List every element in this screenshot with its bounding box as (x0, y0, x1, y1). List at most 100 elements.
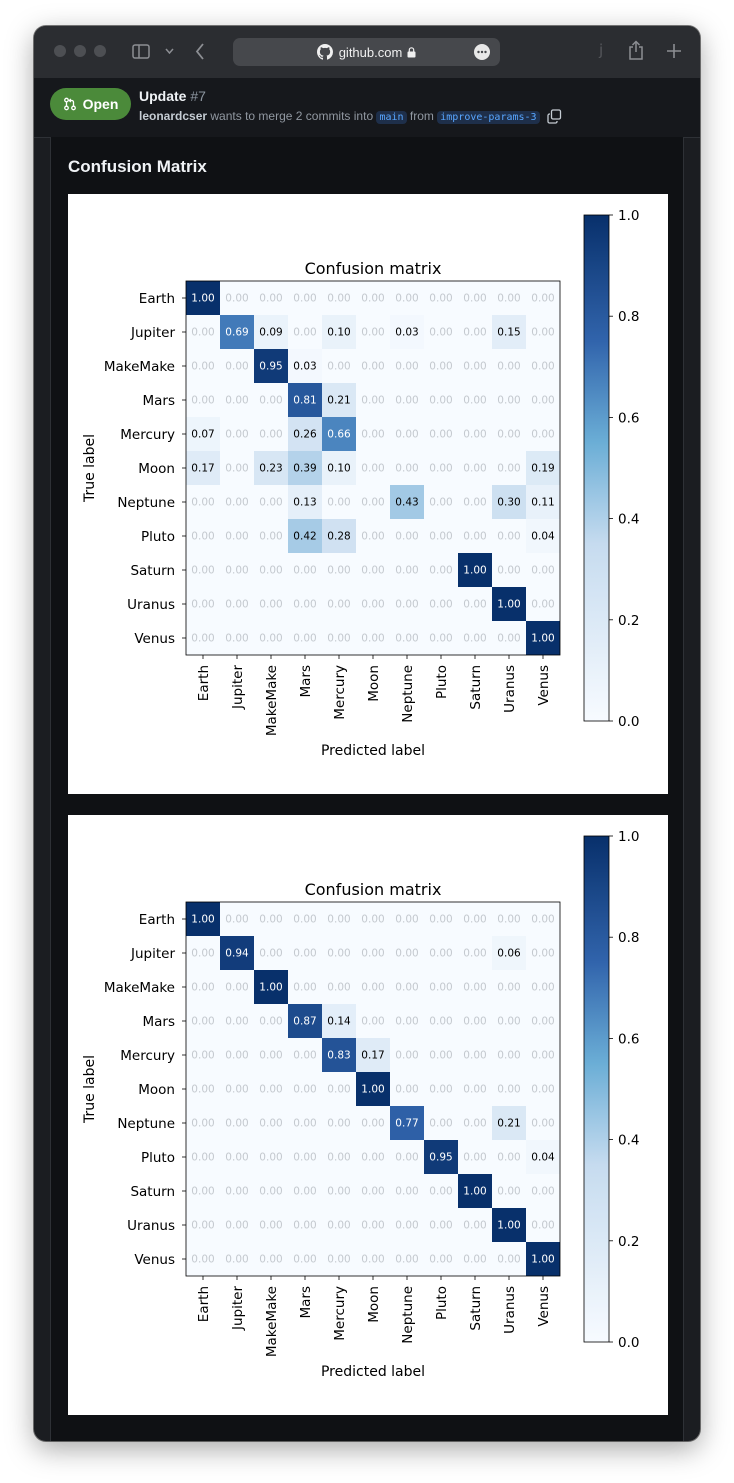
cell-value-label: 0.00 (463, 948, 486, 960)
cell-value-label: 0.03 (293, 361, 316, 373)
chevron-down-icon[interactable] (165, 48, 174, 54)
cell-value-label: 0.00 (429, 1254, 452, 1266)
base-branch[interactable]: main (376, 111, 407, 124)
cell-value-label: 0.17 (191, 463, 214, 475)
cell-value-label: 1.00 (497, 1220, 520, 1232)
cell-value-label: 0.00 (361, 1016, 384, 1028)
heatmap-cell (356, 1208, 390, 1242)
cell-value-label: 0.00 (497, 1186, 520, 1198)
heatmap-cell (254, 315, 288, 349)
heatmap-cell (288, 970, 322, 1004)
heatmap-cell (458, 553, 492, 587)
y-tick-label: Earth (139, 291, 175, 307)
cell-value-label: 0.00 (463, 1016, 486, 1028)
address-bar[interactable]: github.com (233, 38, 500, 66)
heatmap-cell (254, 1242, 288, 1276)
cell-value-label: 0.00 (531, 361, 554, 373)
close-window-button[interactable] (54, 45, 66, 57)
heatmap-cell (220, 1038, 254, 1072)
cell-value-label: 0.00 (429, 565, 452, 577)
sidebar-icon[interactable] (132, 44, 150, 59)
heatmap-cell (254, 451, 288, 485)
heatmap-cell (424, 1004, 458, 1038)
cell-value-label: 0.00 (225, 395, 248, 407)
heatmap-cell (390, 1072, 424, 1106)
cell-value-label: 0.00 (293, 1118, 316, 1130)
heatmap-cell (322, 417, 356, 451)
heatmap-cell (424, 1242, 458, 1276)
heatmap-cell (220, 519, 254, 553)
heatmap-cell (492, 383, 526, 417)
cell-value-label: 0.00 (429, 463, 452, 475)
heatmap-cell (220, 621, 254, 655)
cell-value-label: 0.00 (191, 531, 214, 543)
x-tick-label: Uranus (502, 665, 518, 713)
cell-value-label: 0.00 (191, 1254, 214, 1266)
heatmap-cell (526, 281, 560, 315)
cell-value-label: 0.00 (225, 1050, 248, 1062)
cell-value-label: 0.00 (497, 982, 520, 994)
heatmap-cell (492, 936, 526, 970)
heatmap-cell (288, 936, 322, 970)
x-axis-label: Predicted label (321, 743, 425, 759)
heatmap-cell (424, 383, 458, 417)
cell-value-label: 0.28 (327, 531, 350, 543)
heatmap-cell (322, 1072, 356, 1106)
minimize-window-button[interactable] (74, 45, 86, 57)
cell-value-label: 0.00 (395, 531, 418, 543)
cell-value-label: 0.00 (293, 1084, 316, 1096)
heatmap-cell (220, 485, 254, 519)
heatmap-cell (220, 1004, 254, 1038)
cell-value-label: 0.30 (497, 497, 520, 509)
share-icon[interactable] (628, 40, 644, 60)
zoom-window-button[interactable] (94, 45, 106, 57)
pr-author[interactable]: leonardcser (139, 109, 208, 123)
heatmap-cell (526, 1106, 560, 1140)
heatmap-cell (390, 902, 424, 936)
heatmap-cell (390, 485, 424, 519)
cell-value-label: 0.95 (259, 361, 282, 373)
heatmap-cell (288, 1106, 322, 1140)
x-tick-label: Earth (196, 665, 212, 701)
cell-value-label: 0.95 (429, 1152, 452, 1164)
heatmap-cell (254, 936, 288, 970)
heatmap-cell (356, 553, 390, 587)
heatmap-cell (492, 1140, 526, 1174)
back-icon[interactable] (195, 43, 205, 60)
cell-value-label: 1.00 (361, 1084, 384, 1096)
cell-value-label: 0.21 (497, 1118, 520, 1130)
cell-value-label: 0.42 (293, 531, 316, 543)
heatmap-cell (186, 485, 220, 519)
head-branch[interactable]: improve-params-3 (437, 111, 540, 124)
copy-icon[interactable] (547, 109, 562, 124)
cell-value-label: 0.00 (293, 948, 316, 960)
heatmap-cell (356, 383, 390, 417)
heatmap-cell (254, 281, 288, 315)
heatmap-cell (254, 1140, 288, 1174)
heatmap-cell (492, 417, 526, 451)
cell-value-label: 0.10 (327, 327, 350, 339)
cell-value-label: 0.00 (327, 1186, 350, 1198)
cell-value-label: 0.00 (361, 429, 384, 441)
y-tick-label: Mars (142, 393, 175, 409)
cell-value-label: 0.00 (395, 1152, 418, 1164)
cell-value-label: 0.00 (191, 982, 214, 994)
cell-value-label: 0.00 (395, 361, 418, 373)
heatmap-cell (458, 315, 492, 349)
heatmap-cell (288, 519, 322, 553)
cell-value-label: 0.00 (259, 497, 282, 509)
heatmap-cell (424, 1072, 458, 1106)
heatmap-cell (186, 1072, 220, 1106)
heatmap-cell (220, 383, 254, 417)
heatmap-cell (288, 281, 322, 315)
status-label: Open (82, 96, 119, 112)
colorbar-tick-label: 0.8 (618, 930, 639, 946)
heatmap-cell (288, 1004, 322, 1038)
heatmap-cell (390, 621, 424, 655)
heatmap-cell (220, 970, 254, 1004)
heatmap-cell (186, 383, 220, 417)
more-icon[interactable] (474, 44, 490, 60)
plus-icon[interactable] (666, 43, 682, 59)
heatmap-cell (186, 1106, 220, 1140)
x-tick-label: MakeMake (264, 1286, 280, 1357)
